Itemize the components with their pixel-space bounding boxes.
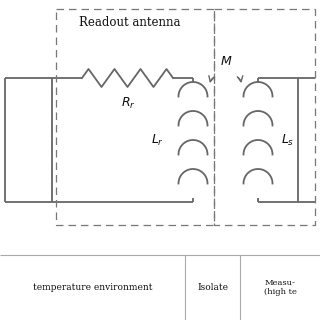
Text: $M$: $M$ <box>220 55 232 68</box>
Text: $L_s$: $L_s$ <box>281 132 295 148</box>
Text: $L_r$: $L_r$ <box>151 132 164 148</box>
Text: Isolate: Isolate <box>197 283 228 292</box>
Text: Measu-
(high te: Measu- (high te <box>264 279 296 296</box>
Text: $R_r$: $R_r$ <box>121 96 135 111</box>
Text: Readout antenna: Readout antenna <box>79 16 181 29</box>
Text: temperature environment: temperature environment <box>33 283 152 292</box>
